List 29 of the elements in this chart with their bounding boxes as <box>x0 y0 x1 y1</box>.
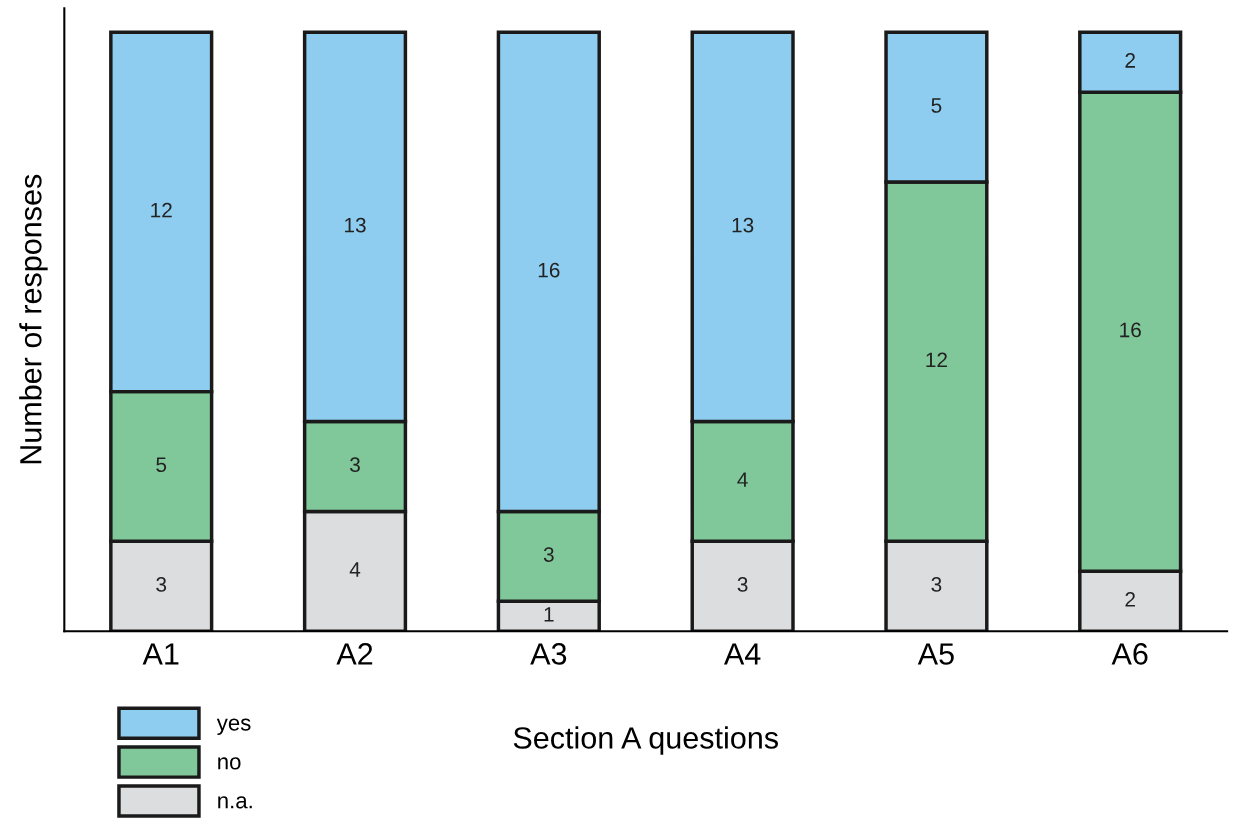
x-tick-label: A3 <box>530 643 567 665</box>
x-tick-label: A2 <box>336 643 373 665</box>
data-label: 5 <box>156 457 167 473</box>
data-label: 3 <box>350 457 360 473</box>
data-label: 12 <box>151 202 172 218</box>
legend-label: no <box>218 757 241 770</box>
x-tick-label: A1 <box>142 643 179 665</box>
data-label: 2 <box>1125 53 1135 68</box>
data-label: 1 <box>544 607 554 622</box>
x-axis-title: Section A questions <box>513 726 778 755</box>
data-label: 3 <box>543 547 554 562</box>
data-label: 16 <box>1120 322 1141 338</box>
legend-label: n.a. <box>218 796 252 809</box>
x-tick-label: A4 <box>723 643 761 665</box>
data-label: 5 <box>931 98 942 113</box>
data-label: 4 <box>349 562 361 577</box>
data-label: 3 <box>156 577 167 592</box>
data-label: 3 <box>737 577 748 592</box>
y-axis-title: Number of responses <box>19 174 48 464</box>
data-label: 3 <box>931 577 942 592</box>
data-label: 4 <box>737 472 748 487</box>
data-label: 13 <box>345 217 366 233</box>
data-label: 12 <box>926 352 947 368</box>
x-tick-label: A6 <box>1111 643 1148 665</box>
data-label: 2 <box>1125 592 1135 607</box>
data-label: 16 <box>538 262 560 278</box>
legend-label: yes <box>216 718 251 736</box>
data-label: 13 <box>732 217 754 233</box>
x-tick-label: A5 <box>917 643 954 665</box>
